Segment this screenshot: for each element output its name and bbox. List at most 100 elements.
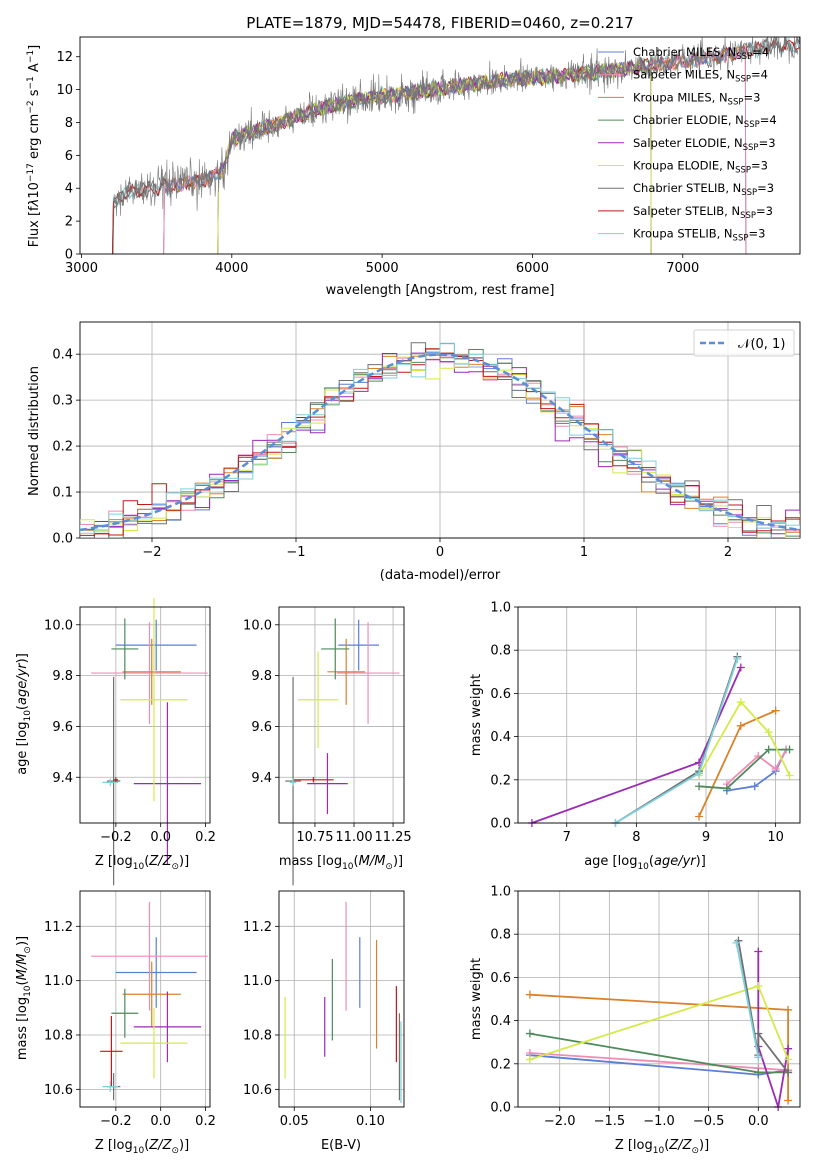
age-vs-Z-xtick-label: −0.2 <box>100 830 132 845</box>
weight-vs-Z-ytick-label: 0.2 <box>490 1057 511 1072</box>
weight-vs-Z-series-kroupa-elodie-marker <box>754 982 763 991</box>
weight-vs-age-series-chabrier-miles-marker <box>750 782 759 791</box>
weight-vs-Z-series-kroupa-miles-marker <box>784 1096 793 1105</box>
weight-vs-age-series-chabrier-elodie-marker <box>722 784 731 793</box>
age-vs-Z-ytick-label: 10.0 <box>44 618 73 633</box>
spectrum-legend-subscript: SSP <box>736 52 752 62</box>
residuals-legend-frame <box>693 329 795 357</box>
weight-vs-age-ytick-label: 0.6 <box>490 687 511 702</box>
residuals-histograms <box>80 342 800 538</box>
weight-vs-age-series-salpeter-miles-marker <box>771 765 780 773</box>
weight-vs-age-series-kroupa-miles-marker <box>771 706 780 715</box>
weight-vs-Z-series-kroupa-stelib-marker <box>754 1053 763 1062</box>
weight-vs-age-series-kroupa-stelib-marker <box>733 654 742 663</box>
gaussian-legend-label: 𝒩(0, 1) <box>738 337 785 352</box>
age-vs-Z-ytick-label: 9.4 <box>52 771 73 786</box>
spectrum-model-line-chabrier-elodie <box>216 59 652 254</box>
spectrum-data-line <box>112 37 800 254</box>
spectrum-axes: 3000 4000 5000 6000 7000 0 2 4 6 8 10 12 <box>56 36 801 276</box>
weight-vs-age-frame <box>517 606 801 824</box>
residuals-legend: 𝒩(0, 1) <box>693 329 795 357</box>
spectrum-legend-label: Kroupa MILES, NSSP=3 <box>633 90 760 107</box>
weight-vs-age-ytick-label: 1.0 <box>490 601 511 616</box>
mass-vs-ebv-panel: 0.05 0.10 10.6 10.8 11.0 11.2 <box>243 890 405 1129</box>
residuals-grid: −2 −1 0 1 2 0.0 0.1 0.2 0.3 0.4 <box>52 321 801 560</box>
weight-vs-Z-ytick-label: 0.0 <box>490 1101 511 1116</box>
weight-vs-Z-series-kroupa-elodie-marker <box>525 1055 534 1064</box>
mass-vs-Z-panel: −0.2 0.0 0.2 10.6 10.8 11.0 11.2 <box>44 890 216 1129</box>
weight-vs-age-xtick-label: 7 <box>563 830 571 845</box>
spectrum-ytick-label: 12 <box>56 50 73 65</box>
residuals-ytick-label: 0.4 <box>52 348 73 363</box>
age-vs-Z-xlabel: Z [log10(Z/Z⊙)] <box>95 854 189 872</box>
weight-vs-Z-ytick-label: 0.4 <box>490 1014 511 1029</box>
age-vs-mass-ytick-label: 9.8 <box>251 669 272 684</box>
residuals-xtick-label: 1 <box>580 545 588 560</box>
weight-vs-age-series-chabrier-elodie-marker <box>785 745 794 754</box>
spectrum-xtick-label: 4000 <box>215 261 248 276</box>
weight-vs-age-series-kroupa-elodie-marker <box>764 728 773 737</box>
mass-vs-ebv-ytick-label: 10.8 <box>243 1029 272 1044</box>
spectrum-legend-label: Chabrier MILES, NSSP=4 <box>633 45 769 62</box>
weight-vs-age-ylabel: mass weight <box>469 674 484 756</box>
spectrum-legend-subscript: SSP <box>741 188 757 198</box>
spectrum-panel: 3000 4000 5000 6000 7000 0 2 4 6 8 10 12 wavelength… <box>26 36 801 298</box>
weight-vs-age-series-kroupa-miles-marker <box>736 721 745 730</box>
spectrum-xtick-label: 7000 <box>666 261 699 276</box>
weight-vs-Z-xtick-label: −1.5 <box>594 1114 626 1129</box>
weight-vs-age-series-chabrier-elodie-marker <box>695 782 704 791</box>
weight-vs-Z-xtick-label: −1.0 <box>643 1114 675 1129</box>
spectrum-legend-subscript: SSP <box>733 234 749 244</box>
spectrum-legend-subscript: SSP <box>744 120 760 130</box>
weight-vs-Z-ytick-label: 0.8 <box>490 928 511 943</box>
weight-vs-age-series-salpeter-elodie-marker <box>736 663 745 672</box>
weight-vs-Z-ytick-label: 0.6 <box>490 971 511 986</box>
weight-vs-Z-series-salpeter-elodie-marker <box>754 947 763 956</box>
age-vs-mass-xlabel: mass [log10(M/M⊙)] <box>279 854 403 872</box>
weight-vs-Z-xtick-label: 0.0 <box>748 1114 769 1129</box>
weight-vs-Z-ytick-label: 1.0 <box>490 885 511 900</box>
spectrum-xlabel: wavelength [Angstrom, rest frame] <box>326 283 555 298</box>
spectrum-legend-count: =3 <box>743 90 760 104</box>
weight-vs-age-series-chabrier-elodie-marker <box>764 745 773 754</box>
weight-vs-age-series-kroupa-miles-marker <box>695 812 704 821</box>
spectrum-legend-label: Salpeter STELIB, NSSP=3 <box>633 204 773 221</box>
weight-vs-age-xtick-label: 9 <box>702 830 710 845</box>
residuals-xtick-label: 2 <box>724 545 732 560</box>
spectrum-legend-label: Salpeter MILES, NSSP=4 <box>633 68 768 85</box>
age-vs-Z-ytick-label: 9.8 <box>52 669 73 684</box>
mass-vs-Z-xtick-label: −0.2 <box>100 1114 132 1129</box>
weight-vs-Z-series-salpeter-elodie-line <box>757 951 789 1108</box>
spectrum-legend: Chabrier MILES, NSSP=4 Salpeter MILES, NS… <box>598 45 777 244</box>
residuals-ytick-label: 0.3 <box>52 394 73 409</box>
mass-vs-Z-ytick-label: 11.2 <box>44 920 73 935</box>
mass-vs-Z-xlabel: Z [log10(Z/Z⊙)] <box>95 1138 189 1156</box>
weight-vs-age-series-kroupa-elodie-line <box>698 700 791 776</box>
weight-vs-Z-series-salpeter-elodie-marker <box>784 1044 793 1053</box>
spectrum-legend-label: Chabrier STELIB, NSSP=3 <box>633 181 774 198</box>
age-vs-mass-panel: 10.75 11.00 11.25 9.4 9.6 9.8 10.0 <box>243 606 412 886</box>
spectrum-legend-subscript: SSP <box>728 97 744 107</box>
age-vs-Z-xtick-label: 0.0 <box>150 830 171 845</box>
weight-vs-age-series-kroupa-stelib-marker <box>695 769 704 778</box>
mass-vs-ebv-ytick-label: 11.0 <box>243 974 272 989</box>
weight-vs-age-ytick-label: 0.2 <box>490 773 511 788</box>
spectrum-ytick-label: 10 <box>56 83 73 98</box>
weight-vs-Z-series-kroupa-miles-marker <box>784 1005 793 1014</box>
mass-vs-ebv-xlabel: E(B-V) <box>321 1138 361 1153</box>
spectrum-ytick-label: 2 <box>65 215 73 230</box>
mass-vs-ebv-ytick-label: 10.6 <box>243 1083 272 1098</box>
age-vs-Z-xtick-label: 0.2 <box>195 830 216 845</box>
spectrum-lines <box>111 37 800 254</box>
weight-vs-age-series-chabrier-elodie-line <box>698 748 790 790</box>
residuals-xtick-label: −2 <box>142 545 161 560</box>
residuals-xtick-label: −1 <box>286 545 305 560</box>
weight-vs-age-ytick-label: 0.4 <box>490 730 511 745</box>
weight-vs-age-xlabel: age [log10(age/yr)] <box>584 854 706 872</box>
age-vs-Z-ylabel: age [log10(age/yr)] <box>15 653 33 775</box>
weight-vs-Z-series-kroupa-stelib-marker <box>732 938 741 947</box>
spectrum-legend-count: =3 <box>756 204 773 218</box>
age-vs-mass-xtick-label: 11.25 <box>374 830 411 845</box>
mass-vs-ebv-ytick-label: 11.2 <box>243 920 272 935</box>
